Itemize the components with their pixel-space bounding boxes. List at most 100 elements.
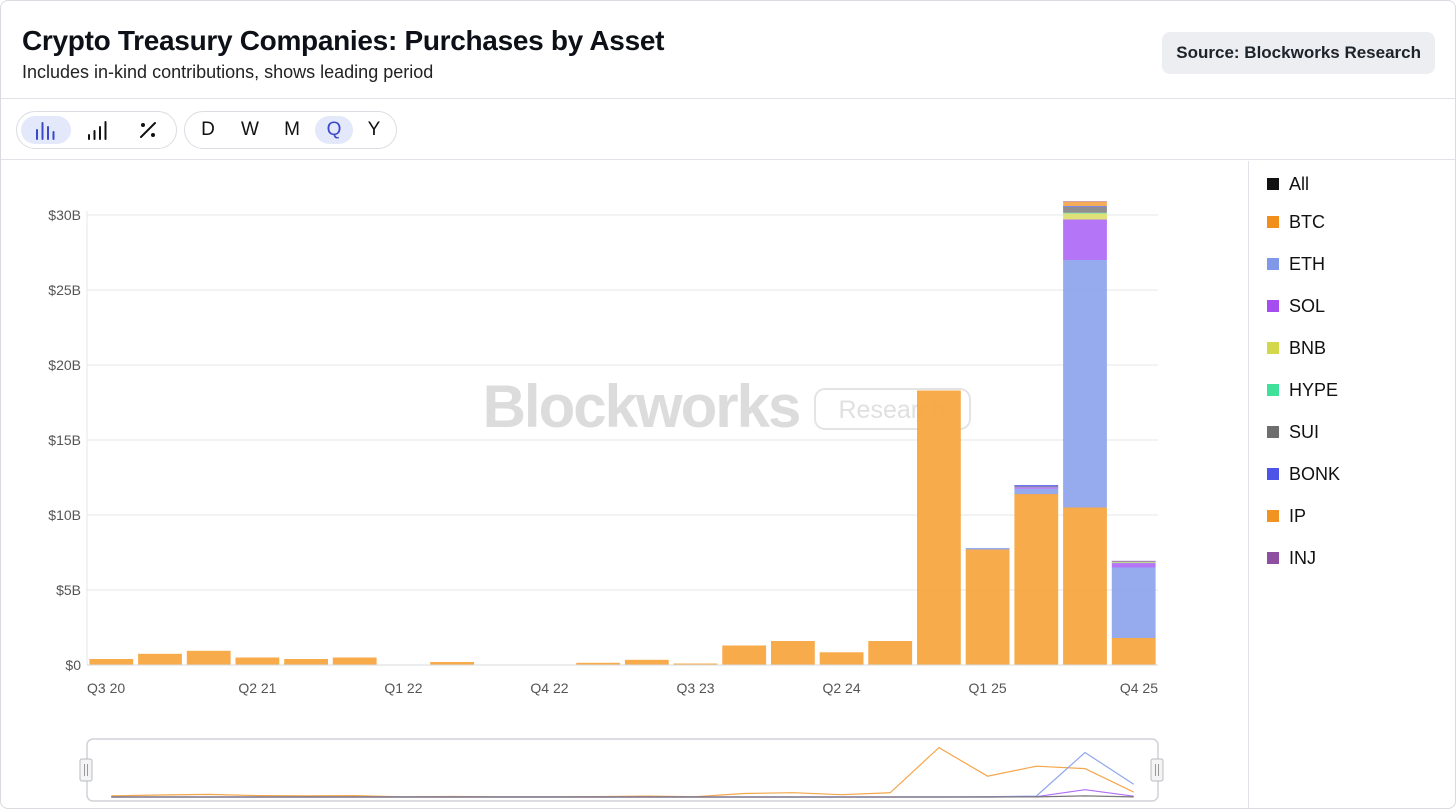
legend-item-sol[interactable]: SOL [1267,294,1325,318]
bar-btc-q3-21[interactable] [284,659,328,665]
navigator-frame[interactable] [86,738,1159,802]
signal-bars-icon [88,121,107,140]
legend-item-eth[interactable]: ETH [1267,252,1325,276]
bar-btc-q3-23[interactable] [673,663,718,666]
bar-chart: Blockworks Research $0 $5B $10B $15B $20B $25… [48,201,1164,802]
legend-item-ip[interactable]: IP [1267,504,1306,528]
bar-btc-q2-24[interactable] [819,652,864,666]
period-y-button[interactable]: Y [367,119,381,140]
legend-item-btc[interactable]: BTC [1267,210,1325,234]
x-tick-label: Q2 21 [238,680,276,696]
bar-bnb-q3-25[interactable] [1063,213,1107,220]
bar-eth-q4-25[interactable] [1111,567,1156,639]
percent-icon [140,122,156,138]
bar-btc-q1-24[interactable] [771,641,815,665]
bar-btc-q2-25[interactable] [1014,494,1059,665]
chart-toolbar: D W M Q Y [1,100,1455,160]
bar-btc-q1-23[interactable] [576,662,621,666]
bar-bnb-q4-25[interactable] [1111,562,1156,564]
bar-btc-q2-21[interactable] [235,657,280,666]
percent-mode-button[interactable] [125,116,171,144]
bar-eth-q1-25[interactable] [965,548,1010,550]
y-tick-label: $15B [48,432,81,448]
legend-label: IP [1289,505,1307,526]
bar-btc-q3-24[interactable] [868,641,913,665]
legend: All BTC ETH SOL BNB HYPE SUI BONK IP INJ [1248,161,1455,808]
chart-area: Blockworks Research $0 $5B $10B $15B $20B $25… [1,161,1248,808]
range-navigator[interactable] [79,738,1164,802]
legend-swatch [1267,216,1279,228]
bar-hype-q3-25[interactable] [1063,212,1107,214]
bar-btc-q4-23[interactable] [722,645,767,666]
bar-sol-q4-25[interactable] [1111,563,1156,568]
legend-swatch [1267,468,1279,480]
legend-label: SOL [1289,295,1326,316]
x-tick-label: Q4 22 [530,680,568,696]
axis-layer: $0 $5B $10B $15B $20B $25B $30B Q3 20 Q2 21 Q1 22… [48,207,1158,696]
legend-swatch [1267,384,1279,396]
bar-inj-q3-25[interactable] [1063,201,1107,202]
navigator-left-handle[interactable] [79,758,93,782]
watermark-tag-box [814,388,971,430]
navigator-lines [111,746,1135,798]
bar-sui-q2-25[interactable] [1014,486,1059,488]
bar-eth-q2-25[interactable] [1014,488,1059,495]
bar-bonk-q4-25[interactable] [1111,561,1156,562]
y-tick-label: $10B [48,507,81,523]
chart-header: Crypto Treasury Companies: Purchases by … [1,1,1455,99]
navigator-line-sui [111,795,1134,798]
x-tick-label: Q4 25 [1120,680,1158,696]
bar-sol-q3-25[interactable] [1063,219,1107,261]
bars-layer [89,201,1156,666]
navigator-line-btc [111,746,1134,798]
bar-hype-q4-25[interactable] [1111,561,1156,563]
bar-chart-icon [36,122,55,140]
y-tick-label: $30B [48,207,81,223]
bar-btc-q1-21[interactable] [186,650,231,666]
bar-bonk-q2-25[interactable] [1014,485,1059,487]
legend-swatch [1267,342,1279,354]
legend-item-all[interactable]: All [1267,172,1309,196]
chart-mode-group [16,111,177,149]
legend-label: BONK [1289,463,1341,484]
navigator-right-handle[interactable] [1150,758,1164,782]
legend-item-bnb[interactable]: BNB [1267,336,1326,360]
period-w-button[interactable]: W [241,119,259,140]
y-tick-label: $0 [65,657,81,673]
y-tick-label: $20B [48,357,81,373]
legend-item-sui[interactable]: SUI [1267,420,1319,444]
period-group: D W M Q Y [184,111,397,149]
legend-swatch [1267,178,1279,190]
source-badge[interactable]: Source: Blockworks Research [1162,32,1435,74]
bar-eth-q3-25[interactable] [1063,260,1107,508]
legend-item-inj[interactable]: INJ [1267,546,1316,570]
bar-btc-q3-20[interactable] [89,659,134,665]
bar-sui-q3-25[interactable] [1063,206,1107,213]
bar-btc-q4-25[interactable] [1111,638,1156,665]
bar-ip-q3-25[interactable] [1063,201,1107,207]
y-tick-label: $5B [56,582,81,598]
legend-label: SUI [1289,421,1320,442]
legend-swatch [1267,510,1279,522]
legend-label: HYPE [1289,379,1339,400]
bar-inj-q4-25[interactable] [1111,560,1156,562]
bar-btc-q1-25[interactable] [965,549,1010,666]
period-q-button[interactable]: Q [315,116,353,144]
y-tick-label: $25B [48,282,81,298]
bar-btc-q3-25[interactable] [1063,507,1107,666]
bar-ip-q4-25[interactable] [1111,561,1156,562]
bar-bonk-q3-25[interactable] [1063,206,1107,207]
bar-sol-q2-25[interactable] [1014,487,1059,489]
bar-btc-q2-23[interactable] [624,659,669,666]
legend-item-bonk[interactable]: BONK [1267,462,1340,486]
bar-btc-q4-21[interactable] [332,657,377,666]
period-m-button[interactable]: M [284,119,300,140]
legend-item-hype[interactable]: HYPE [1267,378,1338,402]
bar-chart-mode-button[interactable] [21,116,71,144]
bar-btc-q4-24[interactable] [917,390,961,666]
bar-btc-q2-22[interactable] [430,662,474,665]
bar-btc-q4-20[interactable] [138,653,182,666]
period-d-button[interactable]: D [201,119,215,140]
signal-mode-button[interactable] [75,116,121,144]
